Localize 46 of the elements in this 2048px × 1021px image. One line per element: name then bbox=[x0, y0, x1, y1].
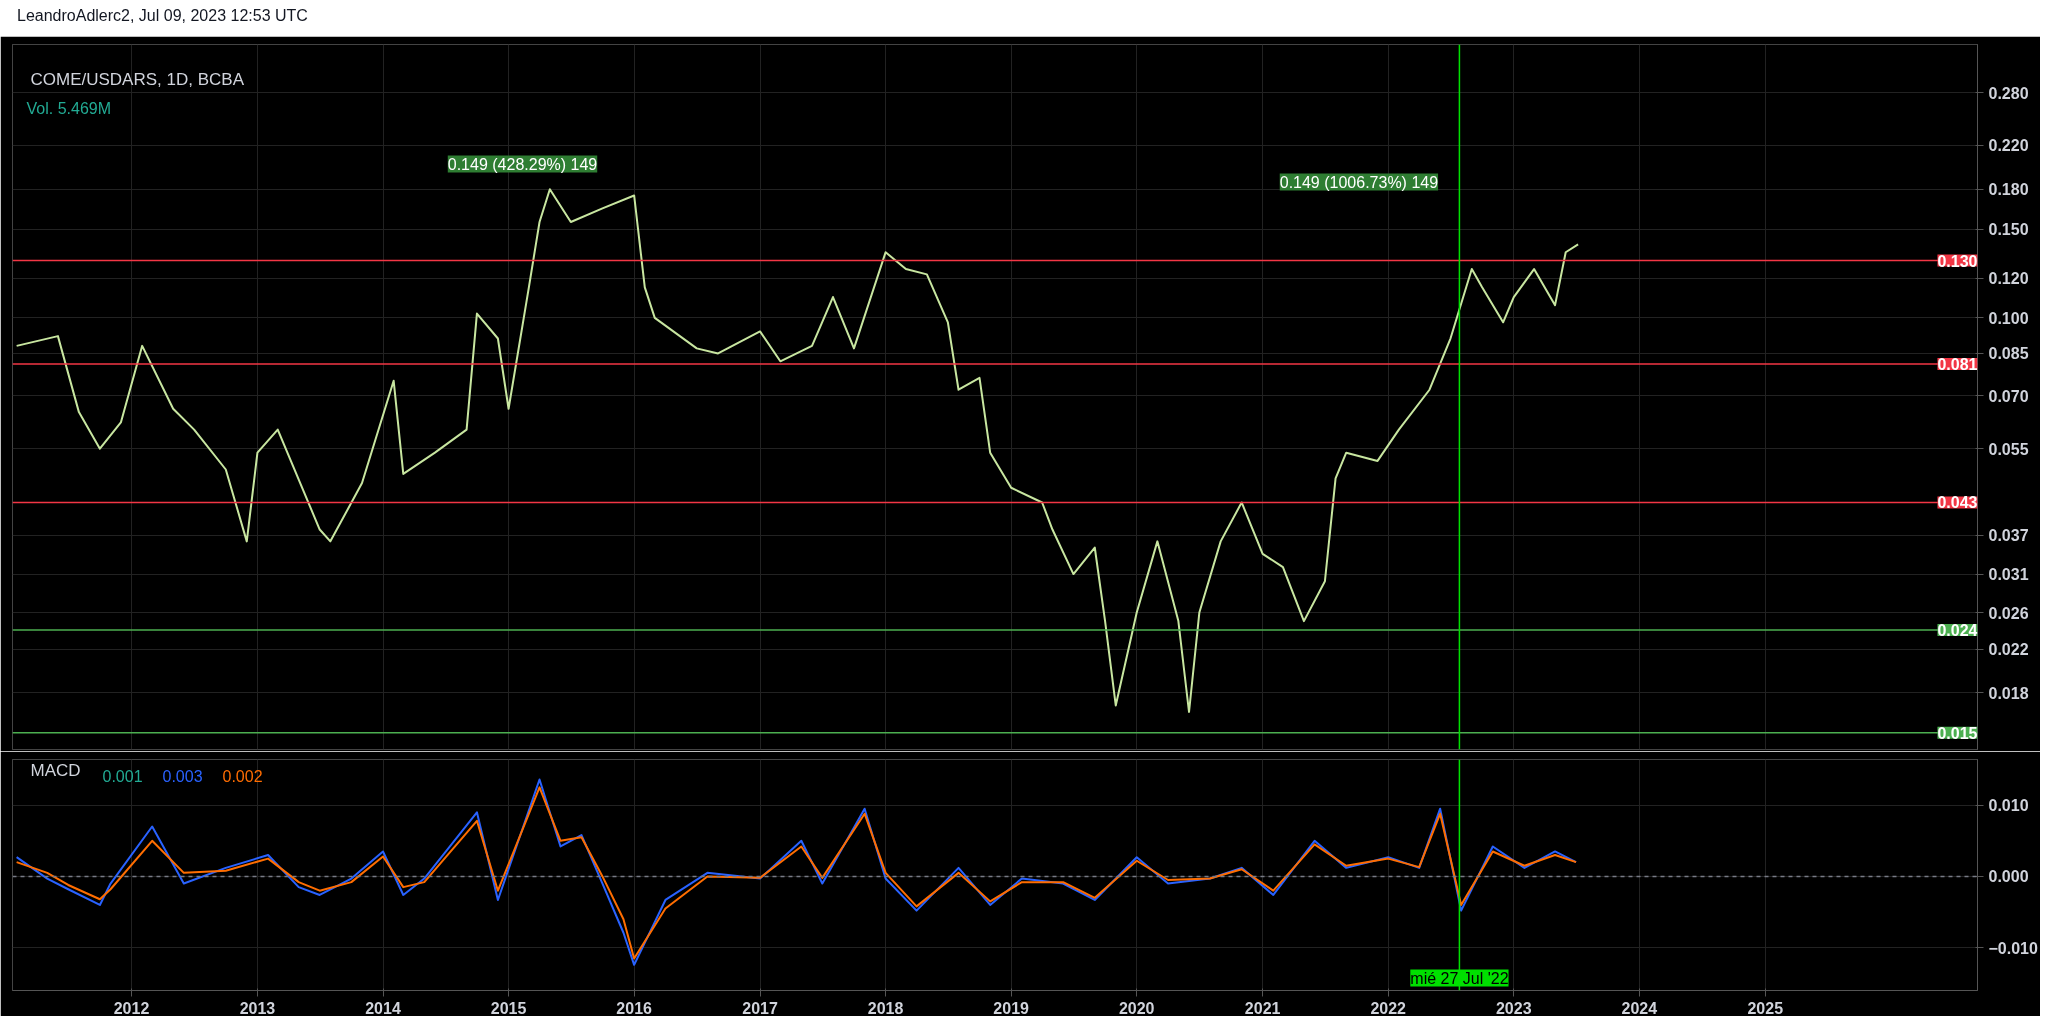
y-tick-label: 0.026 bbox=[1988, 604, 2029, 622]
y-tick-label: 0.000 bbox=[1988, 868, 2029, 886]
y-tick-label: 0.150 bbox=[1988, 221, 2029, 239]
chart-title: MACD bbox=[30, 760, 81, 780]
ref-line-label: 0.043 bbox=[1937, 494, 1978, 512]
x-tick-label: 2017 bbox=[742, 999, 778, 1017]
x-tick-label: 2013 bbox=[239, 999, 276, 1017]
x-tick-label: 2015 bbox=[490, 999, 527, 1017]
annotation: 0.002 bbox=[222, 767, 263, 785]
text: LeandroAdlerc2, Jul 09, 2023 12:53 UTC bbox=[17, 6, 308, 26]
x-tick-label: 2025 bbox=[1747, 999, 1784, 1017]
ref-line-label: 0.130 bbox=[1937, 252, 1978, 270]
y-tick-label: 0.280 bbox=[1988, 84, 2029, 102]
y-tick-label: −0.010 bbox=[1988, 939, 2038, 957]
annotation: 0.001 bbox=[102, 767, 143, 785]
ref-line-label: mié 27 Jul '22 bbox=[1410, 969, 1509, 987]
x-tick-label: 2014 bbox=[365, 999, 401, 1017]
ref-line-label: 0.024 bbox=[1937, 622, 1978, 640]
y-tick-label: 0.037 bbox=[1988, 527, 2029, 545]
x-tick-label: 2018 bbox=[867, 999, 904, 1017]
annotation: 0.149 (1006.73%) 149 bbox=[1279, 173, 1439, 191]
text: Vol. 5.469M bbox=[26, 99, 111, 117]
x-tick-label: 2021 bbox=[1244, 999, 1281, 1017]
x-tick-label: 2020 bbox=[1118, 999, 1155, 1017]
text: COME/USDARS, 1D, BCBA bbox=[30, 69, 245, 89]
x-tick-label: 2016 bbox=[616, 999, 653, 1017]
annotation: 0.003 bbox=[162, 767, 203, 785]
x-tick-label: 2022 bbox=[1370, 999, 1407, 1017]
annotation: 0.149 (428.29%) 149 bbox=[447, 155, 598, 173]
y-tick-label: 0.220 bbox=[1988, 137, 2029, 155]
y-tick-label: 0.055 bbox=[1988, 440, 2029, 458]
y-tick-label: 0.018 bbox=[1988, 684, 2029, 702]
x-tick-label: 2019 bbox=[993, 999, 1030, 1017]
y-tick-label: 0.085 bbox=[1988, 345, 2029, 363]
y-tick-label: 0.031 bbox=[1988, 566, 2029, 584]
x-tick-label: 2023 bbox=[1495, 999, 1532, 1017]
x-tick-label: 2024 bbox=[1621, 999, 1658, 1017]
y-tick-label: 0.120 bbox=[1988, 270, 2029, 288]
y-tick-label: 0.022 bbox=[1988, 641, 2029, 659]
ref-line-label: 0.081 bbox=[1937, 355, 1978, 373]
y-tick-label: 0.010 bbox=[1988, 797, 2029, 815]
y-tick-label: 0.070 bbox=[1988, 387, 2029, 405]
y-tick-label: 0.180 bbox=[1988, 181, 2029, 199]
y-tick-label: 0.100 bbox=[1988, 309, 2029, 327]
x-tick-label: 2012 bbox=[113, 999, 150, 1017]
ref-line-label: 0.015 bbox=[1937, 724, 1978, 742]
